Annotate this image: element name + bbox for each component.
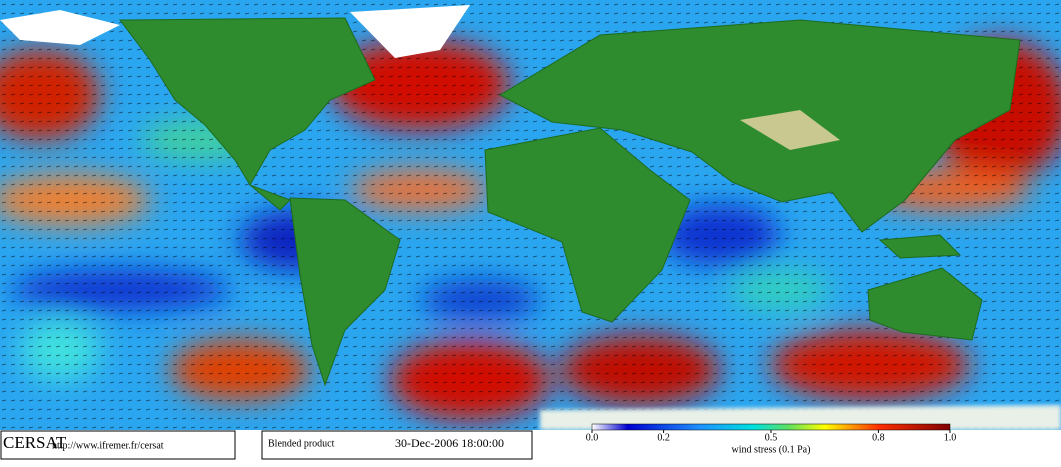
source-box bbox=[0, 430, 236, 460]
colorbar bbox=[591, 423, 951, 431]
colorbar-tick-label: 0.0 bbox=[586, 432, 599, 443]
product-box bbox=[261, 430, 533, 460]
colorbar-tick-label: 0.8 bbox=[872, 432, 885, 443]
product: Blended product bbox=[268, 438, 335, 449]
colorbar-tick-label: 1.0 bbox=[944, 432, 957, 443]
url: http://www.ifremer.fr/cersat bbox=[52, 440, 164, 451]
footer: CERSAT http://www.ifremer.fr/cersat Blen… bbox=[0, 423, 1061, 462]
brand: CERSAT bbox=[3, 433, 67, 452]
colorbar-tick-label: 0.2 bbox=[657, 432, 670, 443]
colorbar-label: wind stress (0.1 Pa) bbox=[732, 444, 811, 455]
colorbar-tick-label: 0.5 bbox=[765, 432, 778, 443]
datetime: 30-Dec-2006 18:00:00 bbox=[395, 436, 504, 450]
